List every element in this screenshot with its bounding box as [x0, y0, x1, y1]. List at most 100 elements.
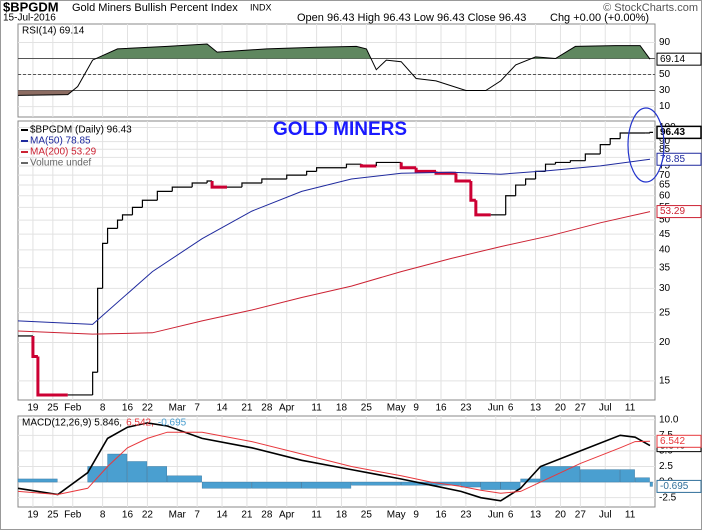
y-tick-label: 75: [659, 161, 671, 172]
x-tick-label: 8: [100, 510, 106, 521]
x-tick-label: 27: [575, 510, 587, 521]
x-tick-label: Mar: [169, 403, 187, 414]
value-box: [656, 52, 702, 66]
moving-average: [17, 211, 651, 335]
price-step: [210, 181, 228, 189]
y-tick-label: 20: [659, 337, 671, 348]
x-tick-label: 16: [122, 403, 134, 414]
legend-entry: RSI(14) 69.14: [22, 26, 85, 37]
y-tick-label: 2.5: [659, 461, 673, 472]
histogram-bar: [301, 481, 352, 489]
histogram-bar: [500, 481, 521, 490]
price-step: [649, 131, 654, 133]
histogram-bar: [634, 477, 650, 483]
y-tick-label: 90: [659, 136, 671, 147]
x-tick-label: 16: [435, 510, 447, 521]
histogram-bar: [87, 466, 108, 483]
y-tick-label: 25: [659, 307, 671, 318]
histogram-bar: [127, 461, 148, 483]
histogram-bar: [540, 466, 581, 483]
x-tick-label: Feb: [64, 510, 82, 521]
value-box-label: 69.14: [660, 54, 685, 65]
quote: Open 96.43 High 96.43 Low 96.43 Close 96…: [297, 12, 526, 24]
price-step: [609, 138, 621, 145]
x-tick-label: May: [387, 403, 406, 414]
rsi-fill: [18, 44, 651, 59]
macd-line: [17, 431, 651, 496]
price-step: [414, 167, 437, 173]
y-tick-label: 65: [659, 180, 671, 191]
price-step: [359, 164, 377, 168]
x-tick-label: 6: [508, 403, 514, 414]
value-box-label: -0.695: [660, 481, 689, 492]
price-step: [345, 163, 362, 168]
price-step: [241, 182, 262, 188]
x-tick-label: 25: [47, 510, 59, 521]
x-tick-label: Jul: [599, 510, 612, 521]
x-tick-label: Jun: [488, 403, 504, 414]
price-step: [286, 174, 307, 180]
price-step: [584, 153, 601, 161]
x-tick-label: 23: [460, 510, 472, 521]
x-tick-label: May: [387, 510, 406, 521]
value-box: [656, 205, 702, 219]
x-tick-label: 7: [194, 403, 200, 414]
x-tick-label: 20: [555, 403, 567, 414]
x-tick-label: 11: [625, 510, 636, 521]
x-tick-label: Jul: [599, 403, 612, 414]
x-tick-label: Apr: [279, 510, 295, 521]
histogram-bar: [619, 469, 635, 483]
index-name: Gold Miners Bullish Percent Index: [72, 2, 238, 14]
price-step: [505, 195, 516, 215]
price-step: [544, 163, 556, 172]
price-step: [315, 167, 347, 172]
legend-entry: MA(50) 78.85: [30, 136, 91, 147]
x-tick-label: 16: [122, 510, 134, 521]
price-step: [106, 227, 118, 244]
y-tick-label: 85: [659, 144, 671, 155]
histogram-bar: [201, 481, 252, 489]
x-tick-label: 22: [142, 403, 154, 414]
y-tick-label: 50: [659, 69, 671, 80]
x-tick-label: 25: [47, 403, 59, 414]
price-step: [31, 335, 38, 359]
price-step: [474, 200, 491, 217]
value-box-label: 96.43: [660, 127, 685, 138]
x-tick-label: 19: [27, 510, 39, 521]
price-step: [171, 186, 193, 192]
x-tick-label: 13: [530, 510, 542, 521]
credit: © StockCharts.com: [603, 2, 698, 14]
price-step: [141, 199, 158, 208]
price-step: [434, 171, 456, 175]
x-tick-label: 25: [361, 510, 373, 521]
rsi-line: [17, 43, 651, 96]
y-tick-label: 50: [659, 215, 671, 226]
price-step: [525, 178, 536, 186]
x-tick-label: 21: [241, 403, 253, 414]
price-step: [399, 162, 417, 170]
x-tick-label: 28: [261, 403, 273, 414]
y-tick-label: 70: [659, 170, 671, 181]
x-tick-label: 13: [530, 403, 542, 414]
exchange: INDX: [250, 2, 272, 12]
x-tick-label: 23: [460, 403, 472, 414]
x-tick-label: 11: [311, 510, 322, 521]
price-step: [206, 180, 213, 184]
price-step: [36, 356, 68, 397]
x-tick-label: 9: [413, 510, 419, 521]
price-step: [191, 182, 208, 188]
histogram-bar: [460, 481, 481, 488]
x-tick-label: 11: [311, 403, 322, 414]
annotation: GOLD MINERS: [273, 119, 407, 140]
x-tick-label: Mar: [169, 510, 187, 521]
value-box-label: 53.29: [660, 206, 685, 217]
price-step: [92, 371, 98, 395]
y-tick-label: -2.5: [659, 492, 677, 503]
x-tick-label: 11: [625, 403, 636, 414]
x-tick-label: 14: [216, 403, 228, 414]
histogram-bar: [520, 478, 541, 483]
legend-entry: $BPGDM (Daily) 96.43: [30, 125, 132, 136]
x-tick-label: 20: [555, 510, 567, 521]
histogram-bar: [480, 481, 501, 490]
